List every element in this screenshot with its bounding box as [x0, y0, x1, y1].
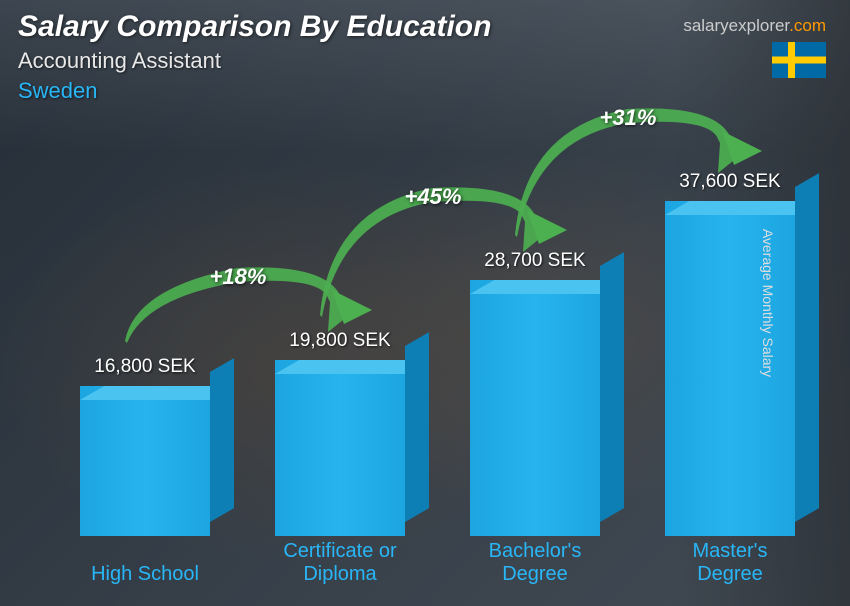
infographic-container: Salary Comparison By Education Accountin… [0, 0, 850, 606]
bar-group: 16,800 SEK [60, 356, 230, 536]
category-label: Bachelor'sDegree [440, 540, 630, 586]
pct-increase-label: +31% [600, 105, 657, 131]
y-axis-label: Average Monthly Salary [760, 229, 776, 377]
subtitle: Accounting Assistant [18, 48, 491, 74]
category-label: High School [50, 563, 240, 586]
chart-area: 16,800 SEKHigh School19,800 SEKCertifica… [40, 120, 810, 586]
brand-logo: salaryexplorer.com [683, 16, 826, 36]
pct-increase-label: +45% [405, 184, 462, 210]
brand-accent: .com [789, 16, 826, 35]
country: Sweden [18, 78, 491, 104]
category-label: Master'sDegree [635, 540, 825, 586]
bar [80, 386, 210, 536]
header: Salary Comparison By Education Accountin… [18, 10, 491, 104]
bar [275, 360, 405, 536]
category-label: Certificate orDiploma [245, 540, 435, 586]
pct-increase-label: +18% [210, 264, 267, 290]
brand-main: salaryexplorer [683, 16, 789, 35]
sweden-flag-icon [772, 42, 826, 78]
title: Salary Comparison By Education [18, 10, 491, 44]
